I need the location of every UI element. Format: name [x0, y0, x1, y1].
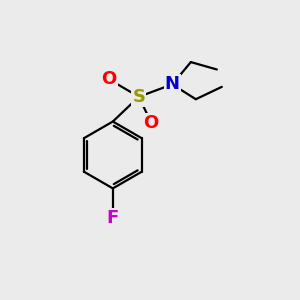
- Text: S: S: [132, 88, 146, 106]
- Text: N: N: [165, 75, 180, 93]
- Text: F: F: [107, 209, 119, 227]
- Text: O: O: [101, 70, 117, 88]
- Text: O: O: [144, 114, 159, 132]
